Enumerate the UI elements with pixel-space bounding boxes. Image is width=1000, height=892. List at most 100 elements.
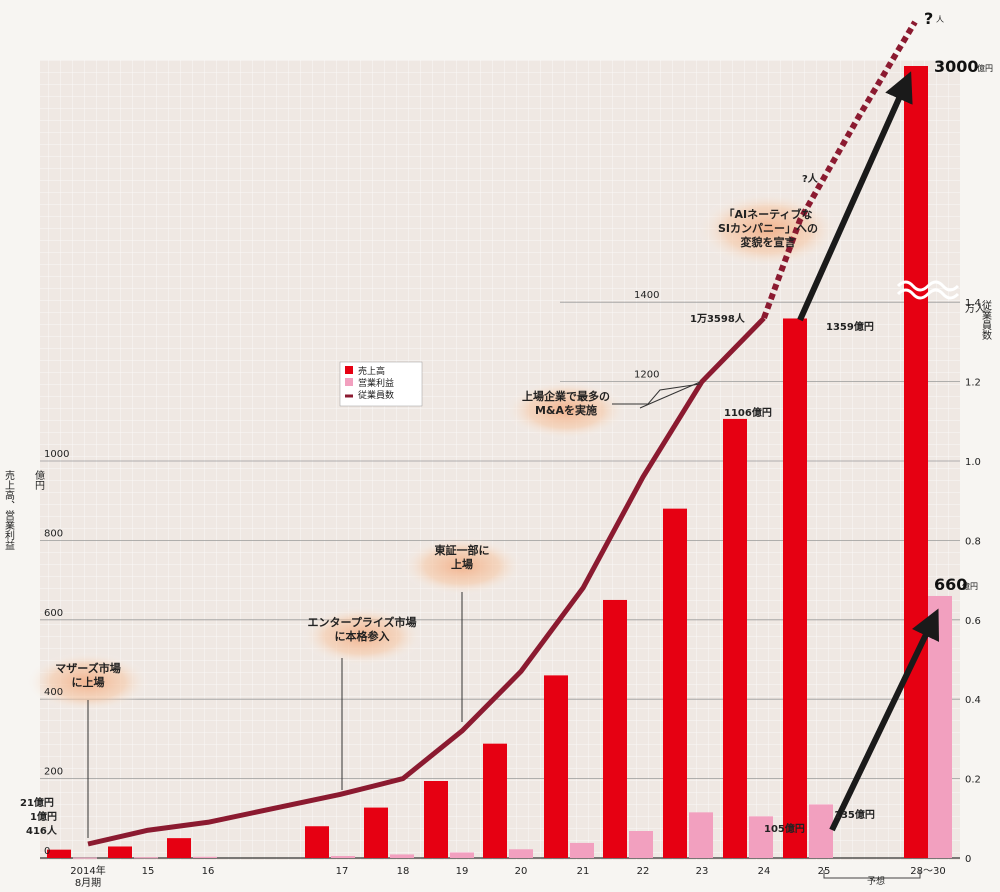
legend-label-1: 営業利益: [358, 377, 394, 389]
annotation-4-line-2: M&Aを実施: [535, 403, 597, 417]
annotation-glow-2: [300, 606, 424, 666]
label-employees-forecast: ?: [924, 9, 933, 28]
profit-bar-18: [390, 854, 414, 858]
label-sales-forecast-unit: 億円: [977, 63, 993, 73]
profit-bar-28〜30: [928, 595, 952, 858]
label-sales-2014: 21億円: [20, 796, 54, 809]
x-tick-4: 18: [397, 866, 410, 877]
annotation-5-line-2: SIカンパニー」への: [718, 222, 818, 235]
x-tick-6: 20: [515, 866, 528, 877]
annotation-3-line-1: 東証一部に: [435, 543, 490, 557]
sales-bar-23: [663, 508, 687, 858]
sales-bar-15: [108, 846, 132, 858]
y-left-tick-1000: 1000: [44, 449, 69, 460]
annotation-3-line-2: 上場: [451, 557, 473, 571]
x-tick-1: 15: [142, 866, 155, 877]
profit-bar-24: [749, 816, 773, 858]
y-left-label: 売上高、営業利益: [3, 469, 15, 550]
employee-line-actual: [87, 316, 766, 847]
label-profit-24: 105億円: [764, 822, 805, 835]
x-tick-9: 23: [696, 866, 709, 877]
label-employees-forecast-unit: 人: [936, 15, 944, 24]
annotation-glow-4: [504, 380, 628, 440]
y-right-tick-0: 0: [965, 854, 971, 865]
profit-growth-arrow: [829, 608, 940, 832]
annotation-2-line-2: に本格参入: [335, 629, 390, 643]
axis-break-wave-1: [896, 280, 960, 292]
label-profit-25: 135億円: [834, 808, 875, 821]
y-left-tick-1400: 1400: [634, 290, 659, 301]
y-left-tick-800: 800: [44, 528, 63, 539]
sales-bar-16: [167, 838, 191, 858]
y-right-label: 従業員数: [980, 299, 992, 341]
sales-bar-19: [424, 780, 448, 858]
label-sales-24: 1106億円: [724, 406, 772, 419]
sales-bar-25: [783, 318, 807, 858]
legend-swatch-profit: [345, 378, 353, 386]
label-sales-forecast: 3000: [934, 57, 979, 76]
legend-swatch-sales: [345, 366, 353, 374]
forecast-label: 予想: [867, 875, 885, 887]
label-profit-forecast-unit: 億円: [962, 581, 978, 591]
profit-bar-19: [450, 852, 474, 858]
legend-box: [339, 361, 423, 407]
y-right-tick-1.4: 1.4: [965, 298, 981, 309]
annotation-5-line-3: 変貌を宣言: [741, 235, 796, 249]
profit-bar-23: [689, 812, 713, 858]
x-tick-10: 24: [758, 866, 771, 877]
y-right-extra-unit: 万人: [965, 303, 985, 315]
y-right-tick-0.6: 0.6: [965, 616, 981, 627]
annotation-2-line-1: エンタープライズ市場: [307, 615, 416, 629]
legend-label-2: 従業員数: [358, 389, 394, 401]
y-right-tick-1.0: 1.0: [965, 457, 981, 468]
y-left-tick-200: 200: [44, 767, 63, 778]
x-tick-3: 17: [336, 866, 349, 877]
profit-bar-16: [193, 856, 217, 858]
sales-bar-20: [483, 743, 507, 858]
legend-label-0: 売上高: [358, 365, 385, 377]
y-right-tick-0.8: 0.8: [965, 536, 981, 547]
y-left-tick-0: 0: [44, 846, 50, 857]
label-employees-mid: ?人: [802, 172, 819, 185]
sales-bar-24: [723, 418, 747, 858]
annotation-glow-1: [26, 652, 150, 712]
annotation-1-line-1: マザーズ市場: [55, 661, 120, 675]
y-left-tick-1200: 1200: [634, 370, 659, 381]
x-tick-7: 21: [577, 866, 590, 877]
axis-break-wave-2: [896, 288, 960, 300]
forecast-bracket: [823, 870, 921, 879]
sales-bar-18: [364, 807, 388, 858]
y-left-tick-400: 400: [44, 687, 63, 698]
annotation-leader-4: [639, 381, 701, 409]
profit-bar-2014年8月期: [73, 857, 97, 859]
y-right-tick-0.4: 0.4: [965, 695, 981, 706]
profit-bar-25: [809, 804, 833, 858]
annotation-glow-3: [400, 536, 524, 596]
profit-bar-17: [331, 856, 355, 858]
y-right-tick-1.2: 1.2: [965, 378, 981, 389]
label-sales-25: 1359億円: [826, 320, 874, 333]
label-profit-forecast: 660: [934, 575, 967, 594]
profit-bar-21: [570, 842, 594, 858]
label-profit-2014: 1億円: [30, 810, 57, 823]
x-tick-0: 2014年: [70, 864, 105, 877]
annotation-leader-4b: [612, 383, 701, 405]
x-tick-2: 16: [202, 866, 215, 877]
y-left-unit: 億円: [33, 469, 45, 491]
sales-bar-28〜30: [904, 66, 928, 858]
profit-bar-15: [134, 857, 158, 859]
sales-bar-17: [305, 826, 329, 858]
sales-bar-22: [603, 599, 627, 858]
label-employees-2014: 416人: [26, 824, 58, 837]
sales-bar-21: [544, 675, 568, 858]
label-employees-24: 1万3598人: [690, 312, 746, 325]
annotation-5-line-1: 「AIネーティブな: [724, 207, 813, 221]
y-left-tick-600: 600: [44, 608, 63, 619]
annotation-1-line-2: に上場: [72, 675, 105, 689]
x-tick-8: 22: [637, 866, 650, 877]
x-tick-12: 28〜30: [910, 866, 945, 877]
sales-growth-arrow: [797, 71, 913, 322]
x-tick-0-line2: 8月期: [75, 877, 101, 888]
